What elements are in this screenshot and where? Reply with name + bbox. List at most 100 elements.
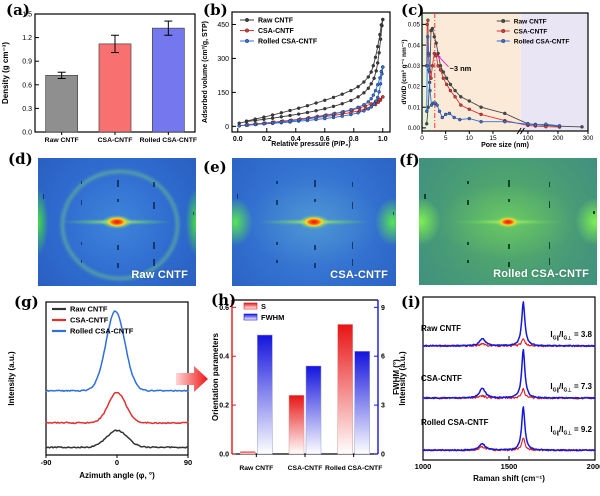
svg-text:0.01: 0.01 <box>408 104 421 111</box>
svg-text:0: 0 <box>381 452 385 459</box>
panel-density-bar: 0.0 0.3 0.6 0.9 1.2 1.5 Raw CNTF CSA-CNTF Rolled… <box>0 0 200 148</box>
svg-text:0.0: 0.0 <box>233 136 243 143</box>
detector-artifact-mark <box>351 242 354 250</box>
svg-text:CSA-CNTF: CSA-CNTF <box>98 137 133 144</box>
raman-sample-label: Rolled CSA-CNTF <box>421 418 489 427</box>
svg-text:dV/dD (cm³ g⁻¹ nm⁻¹): dV/dD (cm³ g⁻¹ nm⁻¹) <box>401 40 408 105</box>
panel-tag-e: (e) <box>203 158 227 176</box>
svg-text:2000: 2000 <box>587 462 600 471</box>
svg-text:150: 150 <box>217 90 229 97</box>
detector-artifact-mark <box>276 242 278 246</box>
svg-text:0.6: 0.6 <box>219 305 229 312</box>
detector-artifact-mark <box>314 198 316 202</box>
chart-h: 0.0 0.2 0.4 0.6 0 3 6 9 Raw CNTF CSA-CNTF Rolled C… <box>211 299 401 472</box>
detector-artifact-mark <box>467 180 469 184</box>
detector-artifact-mark <box>80 260 83 264</box>
chart-g: -90 0 90 Raw CNTF CSA-CNTF Rolled CSA-CNTF Azi… <box>7 301 192 480</box>
svg-text:0.8: 0.8 <box>349 136 359 143</box>
waxs-pattern-csa-cntf: CSA-CNTF <box>232 158 396 286</box>
detector-label: CSA-CNTF <box>330 269 388 281</box>
svg-text:9: 9 <box>381 305 385 312</box>
svg-text:1.5: 1.5 <box>22 12 32 19</box>
panel-pore-size-distribution: 0.00 0.01 0.02 0.03 0.04 0.05 0 5 10 15 100 200 300 R… <box>400 0 600 149</box>
svg-text:450: 450 <box>217 22 229 29</box>
raman-sample-label: Raw CNTF <box>421 324 461 333</box>
svg-text:CSA-CNTF: CSA-CNTF <box>258 28 294 35</box>
detector-label: Raw CNTF <box>131 269 188 281</box>
raman-sample-label: CSA-CNTF <box>421 374 462 383</box>
detector-artifact-mark <box>314 179 316 187</box>
raman-ratio-label: IG∥/IG⊥ = 7.3 <box>550 382 592 394</box>
detector-artifact-mark <box>117 179 119 187</box>
chart-c: 0.00 0.01 0.02 0.03 0.04 0.05 0 5 10 15 100 200 300 R… <box>401 12 594 149</box>
svg-text:Relative pressure (P/P₀): Relative pressure (P/P₀) <box>271 141 350 148</box>
svg-text:Raman shift (cm⁻¹): Raman shift (cm⁻¹) <box>473 474 545 483</box>
svg-text:300: 300 <box>217 56 229 63</box>
svg-text:0.03: 0.03 <box>408 63 421 70</box>
detector-artifact-mark <box>236 193 239 199</box>
svg-text:3: 3 <box>381 403 385 410</box>
panel-tag-h: (h) <box>211 291 237 309</box>
svg-text:Pore size (nm): Pore size (nm) <box>481 142 529 149</box>
svg-text:0.2: 0.2 <box>262 136 272 143</box>
detector-artifact-mark <box>117 245 119 251</box>
panel-orientation-fwhm-bar: 0.0 0.2 0.4 0.6 0 3 6 9 Raw CNTF CSA-CNTF Rolled C… <box>210 288 404 496</box>
detector-artifact-mark <box>424 193 426 199</box>
svg-text:~3 nm: ~3 nm <box>449 64 471 73</box>
detector-artifact-mark <box>276 260 278 264</box>
detector-artifact-mark <box>548 182 551 188</box>
svg-text:0.02: 0.02 <box>408 84 421 91</box>
detector-artifact-mark <box>42 193 45 199</box>
svg-text:0.2: 0.2 <box>219 403 229 410</box>
svg-text:Rolled CSA-CNTF: Rolled CSA-CNTF <box>258 39 318 46</box>
beam-center-spot <box>299 215 329 229</box>
panel-adsorption-isotherm: 0 150 300 450 0.0 0.2 0.4 0.6 0.8 1.0 Raw CNTF CSA-… <box>200 0 400 148</box>
svg-text:Rolled CSA-CNTF: Rolled CSA-CNTF <box>514 39 570 46</box>
panel-tag-c: (c) <box>401 1 425 19</box>
detector-artifact-mark <box>153 201 155 209</box>
svg-text:15: 15 <box>489 135 497 142</box>
svg-text:0.00: 0.00 <box>408 125 421 132</box>
svg-text:1000: 1000 <box>415 462 432 471</box>
detector-artifact-mark <box>508 262 510 268</box>
detector-artifact-mark <box>153 259 155 267</box>
panel-tag-a: (a) <box>6 1 30 19</box>
svg-text:0: 0 <box>115 458 119 467</box>
svg-text:Rolled CSA-CNTF: Rolled CSA-CNTF <box>325 465 382 472</box>
svg-text:Intensity (a.u.): Intensity (a.u.) <box>7 351 16 406</box>
svg-text:FWHM (°): FWHM (°) <box>392 359 401 395</box>
detector-artifact-mark <box>508 198 510 202</box>
svg-text:Raw CNTF: Raw CNTF <box>258 18 294 25</box>
detector-artifact-mark <box>314 262 316 268</box>
panel-tag-f: (f) <box>399 151 420 169</box>
svg-text:0.0: 0.0 <box>219 452 229 459</box>
beam-center-spot <box>102 215 132 229</box>
svg-text:0: 0 <box>420 135 424 142</box>
svg-text:200: 200 <box>553 135 564 142</box>
diffraction-ring <box>61 170 179 280</box>
svg-text:Intensity (a.u.): Intensity (a.u.) <box>398 351 407 406</box>
detector-artifact-mark <box>392 211 395 215</box>
detector-artifact-mark <box>117 198 119 202</box>
detector-artifact-mark <box>508 244 510 250</box>
svg-text:CSA-CNTF: CSA-CNTF <box>514 29 548 36</box>
detector-artifact-mark <box>467 241 469 245</box>
svg-text:5: 5 <box>444 135 448 142</box>
detector-artifact-mark <box>153 242 155 250</box>
detector-artifact-mark <box>548 241 551 249</box>
svg-text:-90: -90 <box>41 458 52 467</box>
panel-tag-g: (g) <box>14 293 39 311</box>
detector-artifact-mark <box>548 258 551 266</box>
detector-artifact-mark <box>276 181 278 185</box>
svg-text:1500: 1500 <box>501 462 518 471</box>
panel-raman-spectra: 1000 1500 2000 Raman shift (cm⁻¹) Intensity … <box>395 288 600 496</box>
detector-artifact-mark <box>351 201 354 209</box>
svg-text:Raw CNTF: Raw CNTF <box>70 305 108 314</box>
svg-text:Raw CNTF: Raw CNTF <box>239 465 273 472</box>
svg-text:0.0: 0.0 <box>22 130 32 137</box>
svg-text:S: S <box>261 302 266 311</box>
detector-artifact-mark <box>117 262 119 268</box>
svg-text:0.4: 0.4 <box>219 354 229 361</box>
svg-text:0: 0 <box>225 124 229 131</box>
detector-artifact-mark <box>80 200 83 206</box>
